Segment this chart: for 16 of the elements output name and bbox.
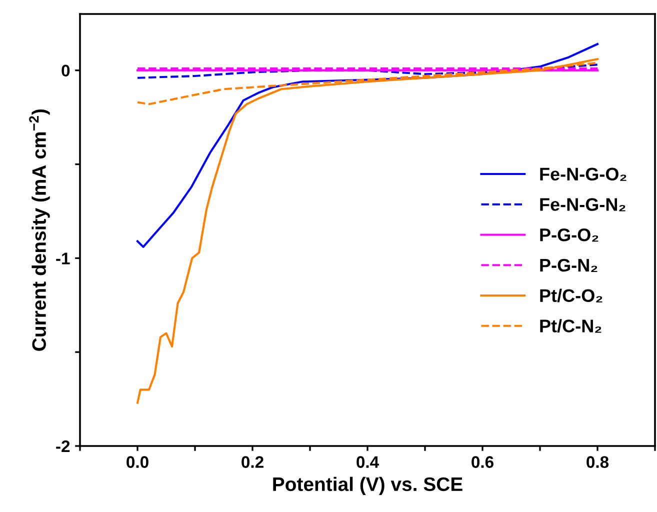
- legend-label: Fe-N-G-O₂: [540, 168, 626, 181]
- x-tick-label: 0.8: [586, 456, 609, 468]
- y-tick-label: -1: [56, 252, 70, 264]
- legend-label: Pt/C-N₂: [540, 319, 602, 333]
- x-tick-label: 0.4: [356, 456, 379, 468]
- y-tick-label: 0: [62, 64, 70, 77]
- y-axis-title: Current density (mA cm$^{−2}$): [29, 109, 50, 351]
- legend-label: P-G-N₂: [540, 258, 598, 272]
- legend-label: Pt/C-O₂: [540, 288, 602, 302]
- x-tick-label: 0.0: [126, 456, 148, 468]
- legend-label: Fe-N-G-N₂: [540, 198, 626, 212]
- x-tick-label: 0.6: [472, 456, 494, 468]
- x-axis-title: Potential (V) vs. SCE: [273, 476, 462, 495]
- y-tick-label: -2: [56, 440, 70, 452]
- x-tick-label: 0.2: [242, 456, 264, 468]
- legend-label: P-G-O₂: [540, 228, 598, 242]
